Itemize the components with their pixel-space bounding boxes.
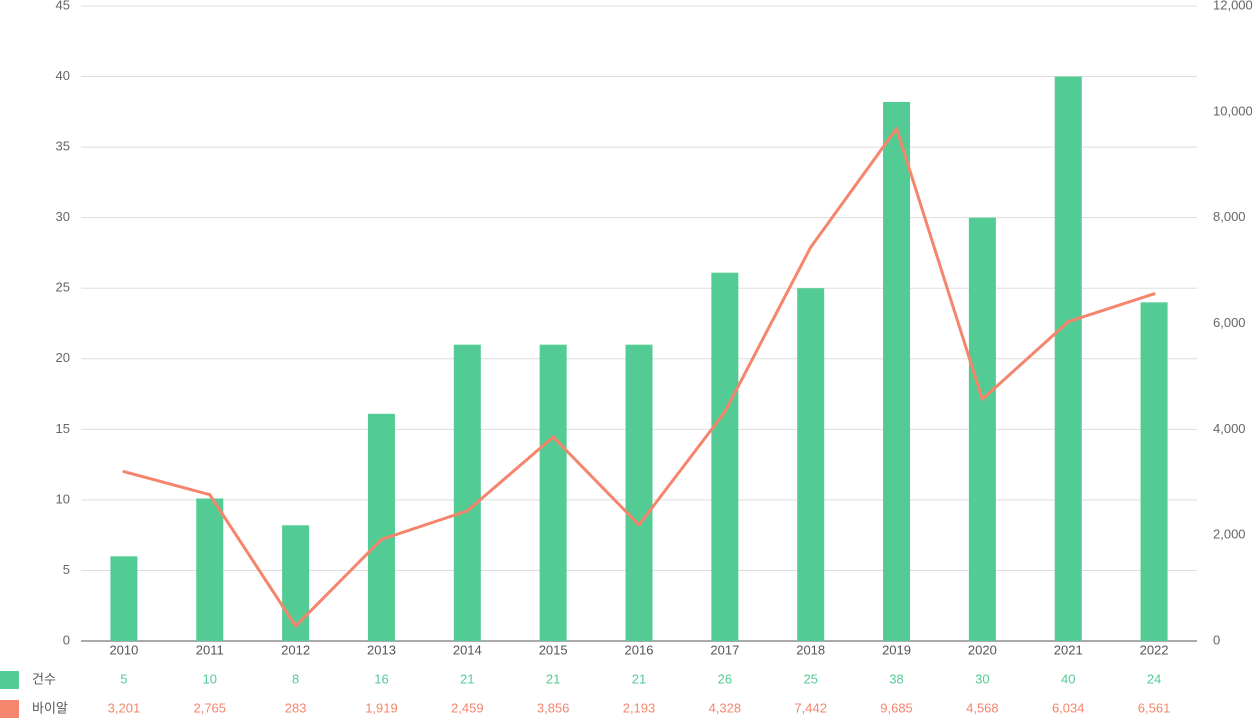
- data-label: 9,685: [880, 700, 913, 715]
- legend-swatch: [0, 700, 19, 718]
- line-point: [1066, 320, 1070, 324]
- bar: [453, 344, 481, 641]
- y-left-tick-label: 30: [56, 209, 70, 224]
- y-left-tick-label: 0: [63, 632, 70, 647]
- y-left-tick-label: 25: [56, 280, 70, 295]
- x-tick-label: 2014: [453, 642, 482, 657]
- y-right-tick-label: 0: [1213, 632, 1220, 647]
- data-label: 283: [285, 700, 307, 715]
- bar: [1140, 302, 1168, 641]
- data-label: 2,765: [193, 700, 226, 715]
- data-label: 6,561: [1138, 700, 1171, 715]
- x-tick-label: 2017: [710, 642, 739, 657]
- bar: [711, 272, 739, 641]
- x-tick-label: 2021: [1054, 642, 1083, 657]
- data-label: 25: [803, 671, 817, 686]
- bar: [883, 101, 911, 641]
- legend-label: 건수: [32, 671, 56, 686]
- y-left-tick-label: 45: [56, 0, 70, 12]
- data-label: 3,201: [108, 700, 141, 715]
- bar: [110, 556, 138, 641]
- data-label: 30: [975, 671, 989, 686]
- y-left-tick-label: 5: [63, 562, 70, 577]
- legend-label: 바이알: [32, 700, 68, 715]
- line-point: [465, 509, 469, 513]
- line-point: [294, 624, 298, 628]
- y-right-tick-label: 10,000: [1213, 103, 1252, 118]
- data-label: 24: [1147, 671, 1161, 686]
- line-point: [980, 397, 984, 401]
- data-label: 2,459: [451, 700, 484, 715]
- y-left-tick-label: 10: [56, 491, 70, 506]
- data-label: 2,193: [623, 700, 656, 715]
- data-label: 5: [120, 671, 127, 686]
- y-right-tick-label: 12,000: [1213, 0, 1252, 12]
- data-label: 8: [292, 671, 299, 686]
- y-right-tick-label: 8,000: [1213, 209, 1246, 224]
- data-label: 4,568: [966, 700, 999, 715]
- data-label: 21: [632, 671, 646, 686]
- bar: [367, 413, 395, 641]
- line-point: [637, 523, 641, 527]
- line-point: [551, 435, 555, 439]
- data-label: 7,442: [794, 700, 827, 715]
- y-right-tick-label: 4,000: [1213, 421, 1246, 436]
- data-label: 40: [1061, 671, 1075, 686]
- data-label: 16: [374, 671, 388, 686]
- x-tick-label: 2011: [196, 642, 224, 657]
- line-point: [379, 537, 383, 541]
- x-tick-label: 2013: [367, 642, 396, 657]
- x-tick-label: 2022: [1140, 642, 1169, 657]
- bar: [968, 217, 996, 641]
- data-label: 1,919: [365, 700, 398, 715]
- line-point: [809, 245, 813, 249]
- line-point: [1152, 292, 1156, 296]
- y-right-tick-label: 2,000: [1213, 527, 1246, 542]
- legend-swatch: [0, 671, 19, 689]
- y-left-tick-label: 15: [56, 421, 70, 436]
- x-tick-label: 2019: [882, 642, 911, 657]
- data-label: 26: [718, 671, 732, 686]
- line-point: [208, 493, 212, 497]
- data-label: 10: [203, 671, 217, 686]
- data-label: 38: [889, 671, 903, 686]
- x-tick-label: 2016: [625, 642, 654, 657]
- x-tick-label: 2015: [539, 642, 568, 657]
- data-label: 3,856: [537, 700, 570, 715]
- bar: [1054, 76, 1082, 642]
- line-point: [895, 127, 899, 131]
- data-label: 21: [460, 671, 474, 686]
- bar: [196, 498, 224, 641]
- data-label: 6,034: [1052, 700, 1085, 715]
- x-tick-label: 2018: [796, 642, 825, 657]
- data-label: 4,328: [709, 700, 742, 715]
- y-left-tick-label: 35: [56, 139, 70, 154]
- line-point: [122, 470, 126, 474]
- x-tick-label: 2012: [281, 642, 310, 657]
- bar: [539, 344, 567, 641]
- bar: [625, 344, 653, 641]
- data-label: 21: [546, 671, 560, 686]
- y-right-tick-label: 6,000: [1213, 315, 1246, 330]
- bar: [797, 288, 825, 641]
- x-tick-label: 2010: [109, 642, 138, 657]
- line-point: [723, 410, 727, 414]
- x-tick-label: 2020: [968, 642, 997, 657]
- bar: [282, 525, 310, 641]
- y-left-tick-label: 40: [56, 68, 70, 83]
- y-left-tick-label: 20: [56, 350, 70, 365]
